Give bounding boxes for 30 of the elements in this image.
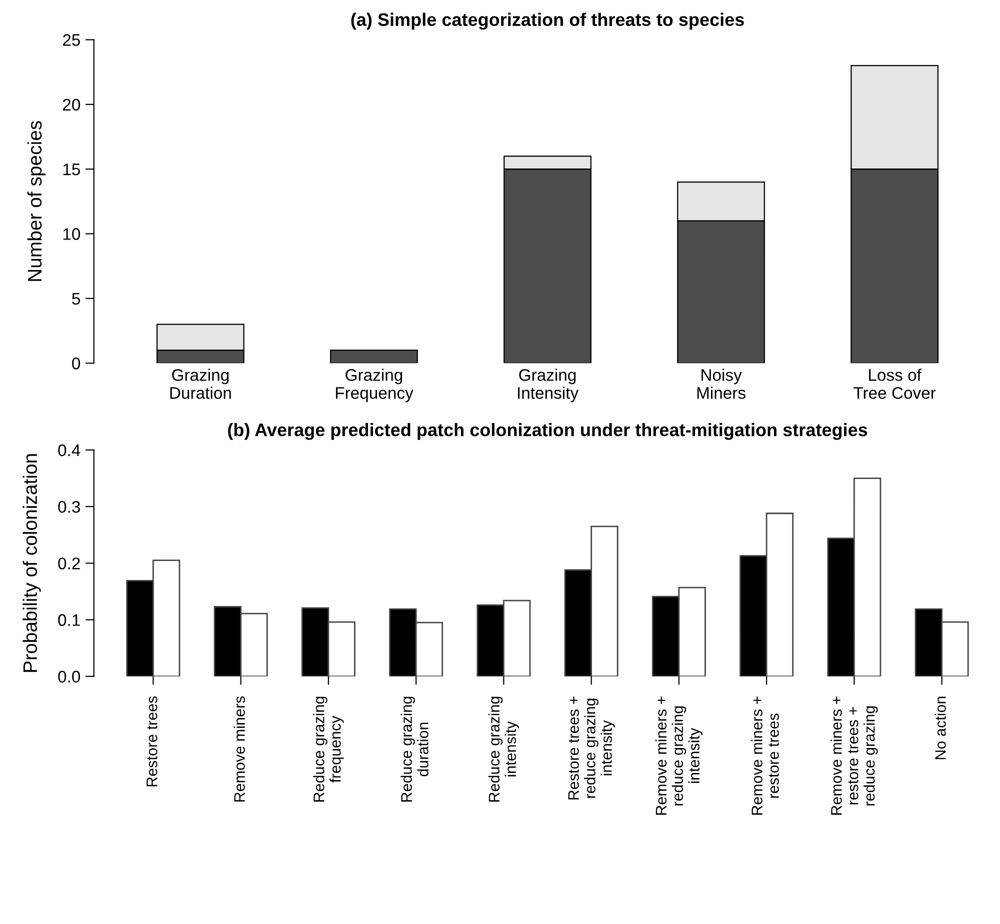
x-tick-label: Grazing Intensity <box>518 368 579 402</box>
y-tick-label: 0.3 <box>58 500 80 513</box>
x-tick-label: No action <box>934 696 946 760</box>
x-tick-label: Reduce grazing duration <box>400 696 428 802</box>
y-tick-label: 0.1 <box>58 614 80 626</box>
x-tick-label: Reduce grazing intensity <box>488 696 520 802</box>
x-tick-label: Restore trees + reduce grazing intensity <box>568 696 615 800</box>
y-tick-label: 0.2 <box>58 558 80 570</box>
x-tick-label: Restore trees <box>146 696 158 786</box>
y-tick-label: 0.0 <box>58 670 80 683</box>
x-tick-label: Loss of Tree Cover <box>854 368 936 399</box>
y-tick-label: 25 <box>62 34 80 46</box>
x-tick-label: Noisy Miners <box>697 368 746 399</box>
x-tick-label: Reduce grazing frequency <box>313 696 344 802</box>
x-tick-label: Grazing Duration <box>170 368 231 399</box>
x-tick-label: Remove miners + reduce grazing intensity <box>655 696 703 815</box>
x-tick-label: Grazing Frequency <box>336 368 414 402</box>
y-axis-title: Number of species <box>27 121 46 281</box>
x-tick-label: Remove miners <box>234 696 245 802</box>
x-tick-label: Remove miners + restore trees + reduce grazing <box>830 696 878 815</box>
y-tick-label: 0.4 <box>58 444 80 456</box>
y-tick-label: 5 <box>72 293 80 305</box>
chart-title: (b) Average predicted patch colonization under threat-mitigation strategies <box>228 423 868 440</box>
y-tick-label: 20 <box>62 98 80 111</box>
bar <box>330 350 418 364</box>
y-tick-label: 0 <box>72 358 80 370</box>
chart-title: (a) Simple categorization of threats to species <box>351 12 744 30</box>
y-tick-label: 10 <box>63 228 80 240</box>
y-tick-label: 15 <box>63 164 80 176</box>
y-axis-title: Probability of colonization <box>22 454 41 672</box>
